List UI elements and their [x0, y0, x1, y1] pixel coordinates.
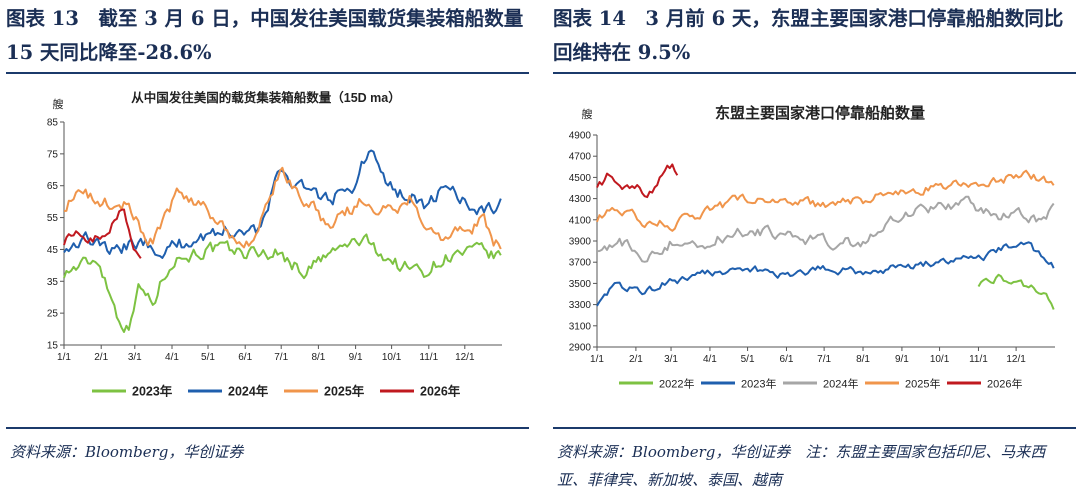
x-tick-label: 12/1: [1006, 354, 1026, 365]
chart-title: 东盟主要国家港口停靠船舶数量: [715, 104, 925, 122]
source-rule: [553, 427, 1076, 429]
series-line-1: [596, 241, 1055, 307]
panel-title: 图表 13 截至 3 月 6 日，中国发往美国载货集装箱船数量 15 天同比降至…: [6, 7, 524, 64]
panel-title: 图表 14 3 月前 6 天，东盟主要国家港口停靠船舶数同比回维持在 9.5%: [553, 7, 1064, 64]
y-tick-label: 65: [47, 181, 59, 192]
series-line-2: [596, 195, 1055, 263]
x-tick-label: 7/1: [274, 352, 288, 363]
x-tick-label: 11/1: [969, 354, 988, 365]
legend-label: 2022年: [659, 377, 694, 391]
legend-label: 2026年: [987, 377, 1022, 391]
source-rule: [6, 427, 529, 429]
series-line-4: [596, 163, 679, 199]
legend-label: 2024年: [228, 384, 269, 399]
x-tick-label: 1/1: [590, 354, 604, 365]
x-tick-label: 9/1: [895, 354, 909, 365]
x-tick-label: 8/1: [311, 352, 325, 363]
y-tick-label: 3700: [569, 258, 592, 269]
series-line-0: [63, 233, 502, 333]
x-tick-label: 8/1: [856, 354, 870, 365]
x-tick-label: 11/1: [419, 352, 438, 363]
y-tick-label: 85: [47, 118, 59, 129]
legend-label: 2025年: [905, 377, 940, 391]
y-tick-label: 2900: [569, 343, 592, 354]
y-unit-label: 艘: [582, 107, 593, 121]
legend-label: 2026年: [420, 384, 461, 399]
y-tick-label: 4900: [569, 131, 592, 142]
y-tick-label: 15: [47, 341, 59, 352]
x-tick-label: 3/1: [664, 354, 678, 365]
y-tick-label: 4700: [569, 152, 592, 163]
y-tick-label: 3100: [569, 321, 592, 332]
source-note: 资料来源：Bloomberg，华创证券 注：东盟主要国家包括印尼、马来西亚、菲律…: [557, 443, 1046, 489]
x-tick-label: 10/1: [382, 352, 402, 363]
legend-label: 2023年: [741, 377, 776, 391]
series-line-0: [977, 273, 1055, 310]
title-rule: [6, 72, 529, 74]
container-ship-chart: 从中国发往美国的载货集装箱船数量（15D ma） 艘 15 25 35 45 55 65 75 8…: [47, 90, 502, 399]
x-tick-label: 4/1: [703, 354, 717, 365]
y-tick-label: 75: [47, 149, 59, 160]
x-tick-label: 4/1: [165, 352, 179, 363]
legend-label: 2023年: [132, 384, 173, 399]
x-tick-label: 5/1: [741, 354, 755, 365]
left-panel: 图表 13 截至 3 月 6 日，中国发往美国载货集装箱船数量 15 天同比降至…: [6, 0, 529, 491]
x-tick-label: 10/1: [930, 354, 950, 365]
x-tick-label: 2/1: [629, 354, 643, 365]
y-tick-label: 4100: [569, 215, 592, 226]
y-tick-label: 4300: [569, 194, 592, 205]
y-tick-label: 55: [47, 213, 59, 224]
source-note: 资料来源：Bloomberg，华创证券: [10, 443, 244, 461]
x-tick-label: 12/1: [455, 352, 475, 363]
legend-label: 2025年: [324, 384, 365, 399]
right-panel: 图表 14 3 月前 6 天，东盟主要国家港口停靠船舶数同比回维持在 9.5% …: [553, 0, 1076, 491]
asean-port-chart: 东盟主要国家港口停靠船舶数量 艘 2900 3100 3300 3500 3700 3900 4…: [569, 104, 1055, 391]
series-line-2: [63, 166, 502, 250]
y-tick-label: 3500: [569, 279, 592, 290]
y-tick-label: 45: [47, 245, 59, 256]
x-tick-label: 6/1: [780, 354, 794, 365]
y-unit-label: 艘: [53, 97, 64, 111]
y-tick-label: 3300: [569, 300, 592, 311]
x-tick-label: 2/1: [94, 352, 108, 363]
y-tick-label: 4500: [569, 173, 592, 184]
series-line-3: [63, 208, 142, 259]
y-tick-label: 25: [47, 309, 59, 320]
title-rule: [553, 72, 1076, 74]
y-tick-label: 3900: [569, 237, 592, 248]
x-tick-label: 7/1: [817, 354, 831, 365]
y-tick-label: 35: [47, 277, 59, 288]
series-line-3: [596, 169, 1055, 232]
x-tick-label: 1/1: [57, 352, 71, 363]
x-tick-label: 9/1: [349, 352, 363, 363]
x-tick-label: 3/1: [128, 352, 142, 363]
chart-title: 从中国发往美国的载货集装箱船数量（15D ma）: [131, 90, 400, 105]
legend-label: 2024年: [823, 377, 858, 391]
x-tick-label: 5/1: [201, 352, 215, 363]
x-tick-label: 6/1: [238, 352, 252, 363]
